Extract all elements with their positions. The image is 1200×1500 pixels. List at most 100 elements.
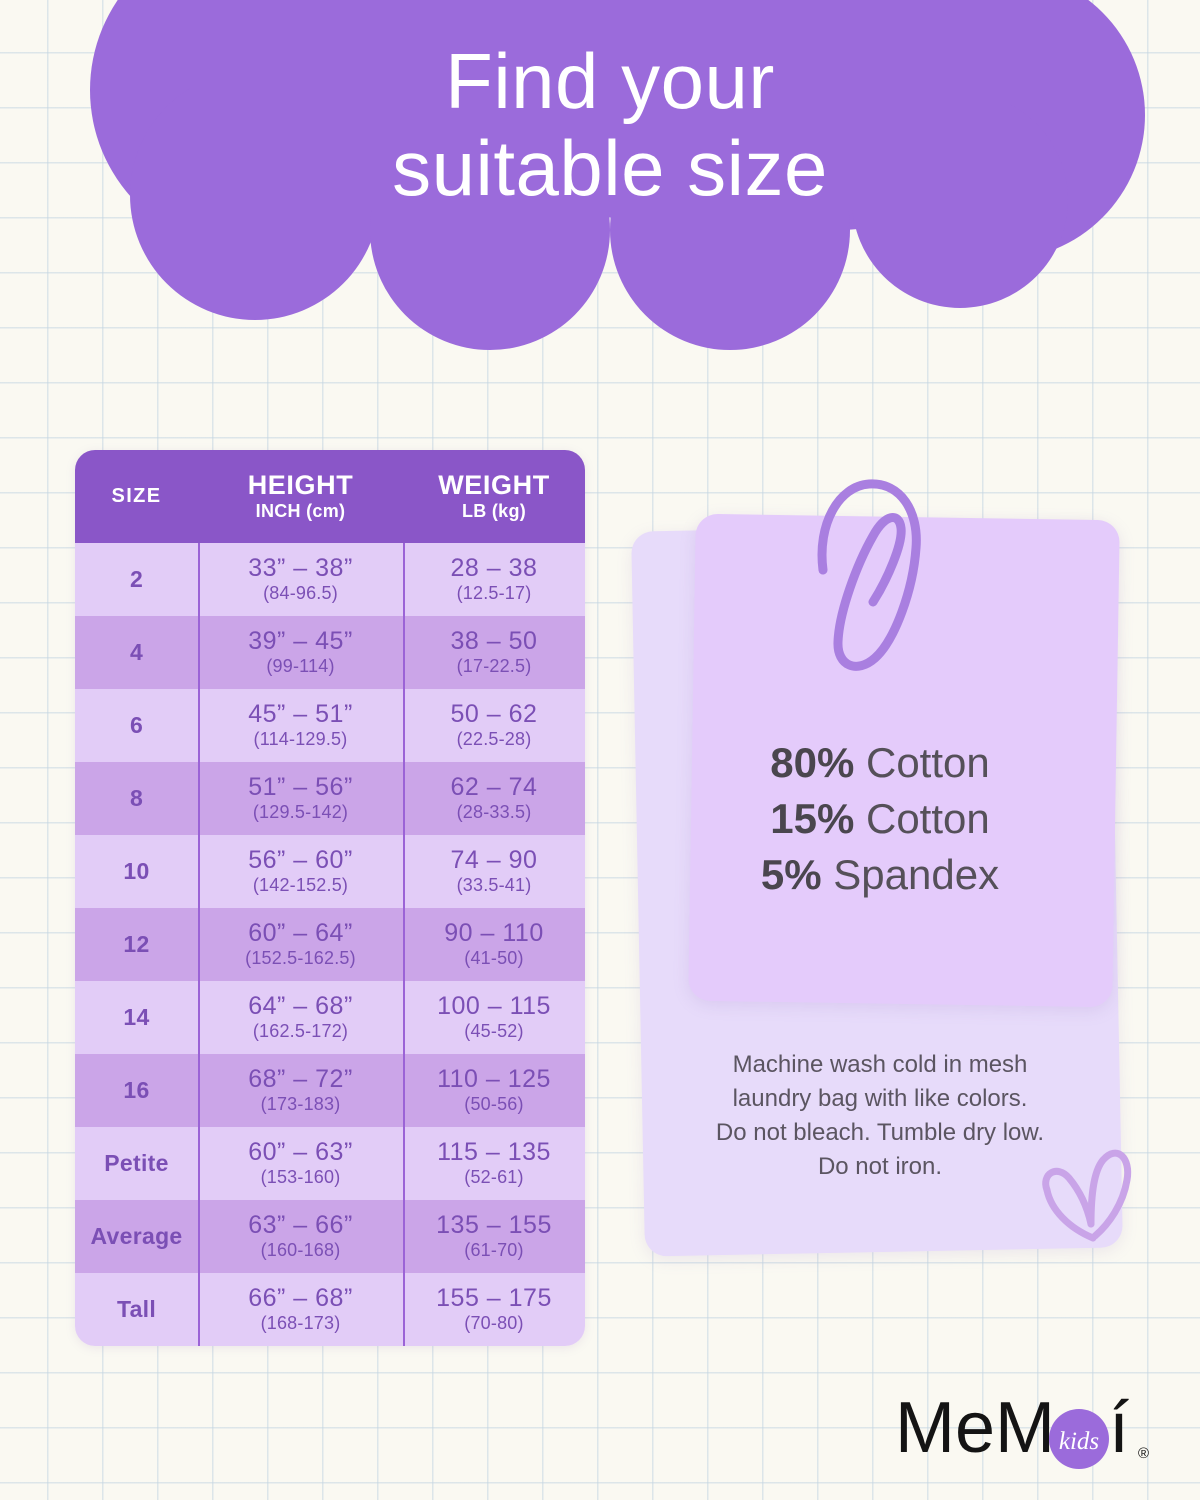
composition-material: Spandex (821, 850, 1000, 898)
cell-size: 2 (75, 543, 198, 616)
size-label: 16 (123, 1077, 150, 1103)
cell-weight: 74 – 90 (33.5-41) (403, 835, 585, 908)
table-header-height: HEIGHT INCH (cm) (247, 469, 354, 522)
table-row: 14 64” – 68” (162.5-172) 100 – 115 (45-52) (75, 981, 585, 1054)
height-inch: 56” – 60” (248, 845, 353, 874)
cell-size: 10 (75, 835, 198, 908)
height-cm: (99-114) (266, 656, 335, 677)
heart-doodle-icon (1042, 1149, 1132, 1242)
height-inch: 64” – 68” (248, 991, 353, 1020)
table-row: 12 60” – 64” (152.5-162.5) 90 – 110 (41-50) (75, 908, 585, 981)
table-body: 2 33” – 38” (84-96.5) 28 – 38 (12.5-17) 4 39” … (75, 543, 585, 1346)
height-cm: (84-96.5) (263, 583, 338, 604)
weight-kg: (70-80) (464, 1313, 524, 1334)
table-header-row: SIZE HEIGHT INCH (cm) WEIGHT LB (kg) (75, 450, 585, 543)
cell-size: 8 (75, 762, 198, 835)
size-label: 10 (123, 858, 150, 884)
cell-size: 16 (75, 1054, 198, 1127)
table-row: 10 56” – 60” (142-152.5) 74 – 90 (33.5-41) (75, 835, 585, 908)
cell-weight: 110 – 125 (50-56) (403, 1054, 585, 1127)
weight-kg: (61-70) (464, 1240, 524, 1261)
height-inch: 68” – 72” (248, 1064, 353, 1093)
height-cm: (162.5-172) (252, 1021, 349, 1042)
cell-size: Petite (75, 1127, 198, 1200)
weight-kg: (45-52) (464, 1021, 524, 1042)
table-row: Average 63” – 66” (160-168) 135 – 155 (61-70… (75, 1200, 585, 1273)
cell-height: 60” – 64” (152.5-162.5) (198, 908, 403, 981)
size-label: 4 (129, 639, 144, 665)
brand-logo: MeM kids í ® (895, 1392, 1160, 1487)
composition-line: 80% Cotton (620, 735, 1140, 791)
size-label: 14 (123, 1004, 150, 1030)
weight-kg: (22.5-28) (456, 729, 532, 750)
logo-wordmark: MeM (895, 1392, 1055, 1468)
weight-lb: 74 – 90 (450, 845, 538, 874)
table-row: 4 39” – 45” (99-114) 38 – 50 (17-22.5) (75, 616, 585, 689)
size-label: 12 (123, 931, 150, 957)
cell-weight: 38 – 50 (17-22.5) (403, 616, 585, 689)
weight-lb: 100 – 115 (437, 991, 551, 1020)
cell-weight: 62 – 74 (28-33.5) (403, 762, 585, 835)
composition-line: 5% Spandex (620, 847, 1140, 903)
height-cm: (129.5-142) (252, 802, 349, 823)
weight-kg: (12.5-17) (456, 583, 532, 604)
weight-kg: (17-22.5) (456, 656, 532, 677)
logo-accent-i: í (1109, 1392, 1129, 1468)
composition-percent: 15% (770, 794, 855, 842)
table-header-weight: WEIGHT LB (kg) (438, 469, 550, 522)
cell-weight: 115 – 135 (52-61) (403, 1127, 585, 1200)
cell-height: 33” – 38” (84-96.5) (198, 543, 403, 616)
logo-kids-text: kids (1059, 1428, 1099, 1455)
table-row: 2 33” – 38” (84-96.5) 28 – 38 (12.5-17) (75, 543, 585, 616)
cell-height: 51” – 56” (129.5-142) (198, 762, 403, 835)
cell-height: 45” – 51” (114-129.5) (198, 689, 403, 762)
table-header-size: SIZE (111, 485, 162, 507)
cell-size: Tall (75, 1273, 198, 1346)
height-inch: 45” – 51” (248, 699, 353, 728)
weight-kg: (33.5-41) (456, 875, 532, 896)
size-label: 8 (129, 785, 144, 811)
height-cm: (152.5-162.5) (245, 948, 356, 969)
height-inch: 63” – 66” (248, 1210, 353, 1239)
care-instructions: Machine wash cold in mesh laundry bag wi… (715, 1051, 1045, 1181)
height-inch: 66” – 68” (248, 1283, 353, 1312)
cell-size: 4 (75, 616, 198, 689)
weight-kg: (28-33.5) (456, 802, 532, 823)
cell-height: 66” – 68” (168-173) (198, 1273, 403, 1346)
height-inch: 39” – 45” (248, 626, 353, 655)
size-label: Average (90, 1223, 183, 1249)
cell-weight: 135 – 155 (61-70) (403, 1200, 585, 1273)
weight-lb: 28 – 38 (450, 553, 538, 582)
weight-lb: 38 – 50 (450, 626, 538, 655)
cell-height: 68” – 72” (173-183) (198, 1054, 403, 1127)
cell-height: 39” – 45” (99-114) (198, 616, 403, 689)
logo-registered-mark: ® (1138, 1445, 1149, 1462)
size-label: Tall (116, 1296, 157, 1322)
height-cm: (160-168) (260, 1240, 341, 1261)
paperclip-icon (817, 479, 921, 671)
height-cm: (168-173) (260, 1313, 341, 1334)
weight-kg: (50-56) (464, 1094, 524, 1115)
cell-size: 6 (75, 689, 198, 762)
weight-kg: (52-61) (464, 1167, 524, 1188)
cell-size: 12 (75, 908, 198, 981)
cell-weight: 155 – 175 (70-80) (403, 1273, 585, 1346)
height-cm: (173-183) (260, 1094, 341, 1115)
size-label: 6 (129, 712, 144, 738)
height-inch: 60” – 64” (248, 918, 353, 947)
height-cm: (142-152.5) (252, 875, 349, 896)
weight-lb: 50 – 62 (450, 699, 538, 728)
height-inch: 33” – 38” (248, 553, 353, 582)
weight-lb: 62 – 74 (450, 772, 538, 801)
size-label: 2 (129, 566, 144, 592)
fabric-composition: 80% Cotton 15% Cotton 5% Spandex (620, 735, 1140, 903)
weight-lb: 110 – 125 (437, 1064, 551, 1093)
height-inch: 60” – 63” (248, 1137, 353, 1166)
table-row: Petite 60” – 63” (153-160) 115 – 135 (52-61) (75, 1127, 585, 1200)
composition-percent: 5% (760, 850, 822, 898)
weight-lb: 135 – 155 (436, 1210, 552, 1239)
cell-weight: 90 – 110 (41-50) (403, 908, 585, 981)
composition-material: Cotton (854, 739, 990, 786)
cell-height: 64” – 68” (162.5-172) (198, 981, 403, 1054)
